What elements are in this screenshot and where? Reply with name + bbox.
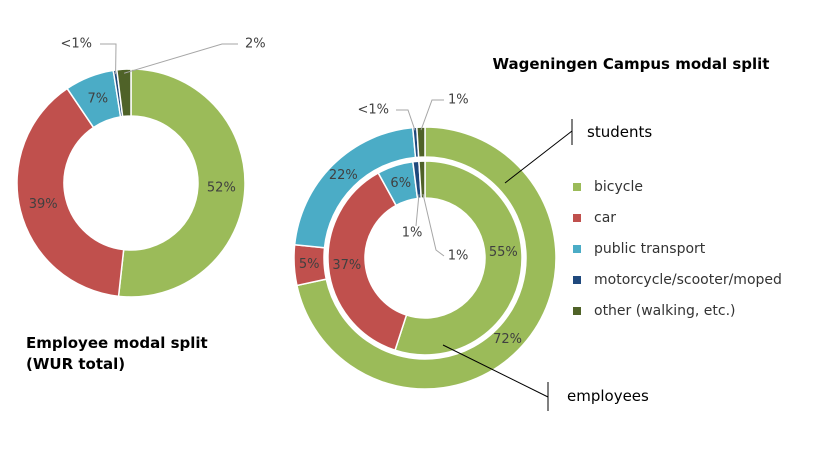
employee-donut: 52% 39% 7% <1% 2%	[16, 37, 266, 298]
employee-label-1: 39%	[29, 197, 58, 212]
employees-callout-label: employees	[567, 387, 649, 405]
students-moto-leader	[396, 109, 416, 131]
employees-campus-slice-bicycle	[394, 160, 523, 356]
employees-other-leader	[422, 193, 445, 257]
employee-chart-title-line2: (WUR total)	[26, 355, 125, 373]
students-label-3: <1%	[357, 103, 389, 118]
employee-label-4: 2%	[245, 37, 266, 52]
legend-item-public_transport: public transport	[573, 241, 706, 257]
students-slice-bicycle	[296, 126, 557, 390]
employee-label-0: 52%	[207, 180, 236, 195]
legend-label: public transport	[594, 241, 706, 257]
legend-swatch	[573, 214, 581, 222]
employees-label-2: 6%	[390, 176, 411, 191]
employees-label-3: 1%	[402, 226, 423, 241]
leader-lines	[100, 43, 445, 257]
students-label-4: 1%	[448, 93, 469, 108]
students-other-leader	[420, 99, 444, 131]
students-label-0: 72%	[493, 332, 522, 347]
campus-chart-title: Wageningen Campus modal split	[493, 55, 770, 73]
legend-item-bicycle: bicycle	[573, 179, 643, 195]
legend-swatch	[573, 183, 581, 191]
students-callout: students	[504, 119, 652, 184]
employees-moto-leader	[415, 194, 420, 227]
employee-label-2: 7%	[88, 91, 109, 106]
employees-campus-slice-other	[418, 160, 426, 199]
students-label-2: 22%	[329, 168, 358, 183]
employees-label-4: 1%	[448, 249, 469, 264]
legend-label: motorcycle/scooter/moped	[594, 272, 782, 288]
campus-donut: 72% 5% 22% <1% 1% 55% 37% 6% 1% 1%	[293, 93, 557, 390]
legend: bicycle car public transport motorcycle/sco…	[573, 179, 782, 319]
students-slice-other	[416, 126, 426, 158]
employee-moto-leader	[100, 43, 117, 75]
employee-slice-other	[115, 68, 132, 118]
legend-label: other (walking, etc.)	[594, 303, 736, 319]
legend-item-car: car	[573, 210, 616, 226]
employee-slice-car	[16, 87, 125, 298]
employee-chart-title-line1: Employee modal split	[26, 334, 208, 352]
students-label-1: 5%	[299, 257, 320, 272]
students-callout-line	[504, 130, 573, 184]
legend-label: car	[594, 210, 616, 226]
legend-item-other: other (walking, etc.)	[573, 303, 736, 319]
students-callout-label: students	[587, 123, 652, 141]
employee-label-3: <1%	[60, 37, 92, 52]
legend-swatch	[573, 307, 581, 315]
employees-label-1: 37%	[332, 258, 361, 273]
employees-callout: employees	[442, 344, 649, 411]
employee-other-leader	[123, 43, 238, 74]
legend-label: bicycle	[594, 179, 643, 195]
legend-swatch	[573, 245, 581, 253]
legend-item-motorcycle: motorcycle/scooter/moped	[573, 272, 782, 288]
legend-swatch	[573, 276, 581, 284]
employees-callout-line	[442, 344, 549, 398]
employees-label-0: 55%	[489, 245, 518, 260]
employees-campus-slice-car	[327, 171, 408, 352]
employee-slice-bicycle	[117, 68, 246, 298]
